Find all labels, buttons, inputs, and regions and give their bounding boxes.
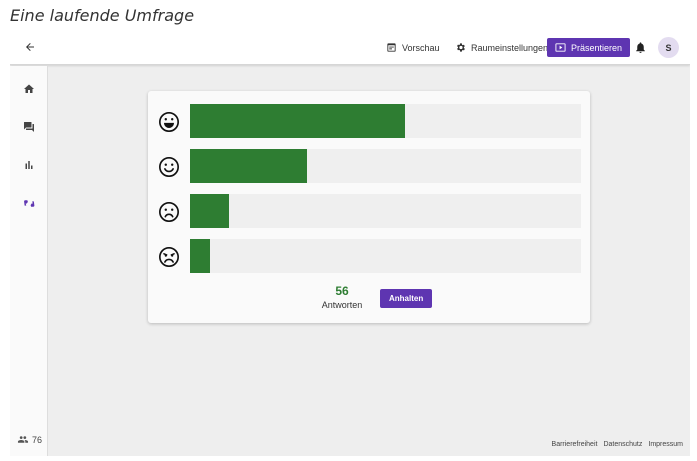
result-track <box>190 194 581 228</box>
very-happy-face-icon <box>159 112 179 132</box>
present-icon <box>555 43 566 52</box>
result-track <box>190 239 581 273</box>
room-settings-label: Raumeinstellungen <box>471 42 549 53</box>
sidebar-item-chat[interactable] <box>22 120 36 134</box>
accessibility-link[interactable]: Barrierefreiheit <box>551 441 598 448</box>
room-settings-button[interactable]: Raumeinstellungen <box>455 38 548 57</box>
answer-count: 56 <box>335 284 349 298</box>
online-users-count: 76 <box>32 434 43 445</box>
chat-icon <box>24 122 34 132</box>
sidebar-item-feedback[interactable] <box>22 196 36 210</box>
sidebar-item-home[interactable] <box>22 82 36 96</box>
preview-label: Vorschau <box>402 42 440 53</box>
footer-links: Barrierefreiheit Datenschutz Impressum <box>552 441 683 448</box>
top-bar: Vorschau Raumeinstellungen Präsentieren … <box>10 30 690 65</box>
feedback-icon <box>23 199 34 207</box>
very-unhappy-face-icon <box>159 247 179 267</box>
gear-icon <box>457 43 465 52</box>
happy-face-icon <box>159 157 179 177</box>
result-bar <box>190 149 308 183</box>
notifications-button[interactable] <box>634 41 648 55</box>
people-icon <box>17 436 29 443</box>
present-button[interactable]: Präsentieren <box>547 38 631 57</box>
present-label: Präsentieren <box>571 42 623 53</box>
result-bar <box>190 104 406 138</box>
bar-chart-icon <box>25 161 33 169</box>
back-button[interactable] <box>22 39 38 55</box>
caption: Eine laufende Umfrage <box>10 6 195 25</box>
answer-count-label: Antworten <box>321 300 363 310</box>
result-track <box>190 104 581 138</box>
sidebar-item-statistics[interactable] <box>22 158 36 172</box>
result-track <box>190 149 581 183</box>
unhappy-face-icon <box>159 202 179 222</box>
privacy-link[interactable]: Datenschutz <box>603 441 643 448</box>
app-window: Vorschau Raumeinstellungen Präsentieren … <box>10 30 690 456</box>
result-row-very-unhappy <box>148 239 590 273</box>
stop-survey-button[interactable]: Anhalten <box>380 289 433 308</box>
survey-results-card: 56 Antworten Anhalten <box>148 91 590 323</box>
online-users: 76 <box>16 434 42 445</box>
avatar[interactable]: S <box>658 37 679 58</box>
home-icon <box>24 84 34 93</box>
sidebar: 76 <box>10 66 48 456</box>
preview-icon <box>387 43 396 52</box>
result-bar <box>190 239 210 273</box>
arrow-back-icon <box>26 43 34 51</box>
imprint-link[interactable]: Impressum <box>648 441 683 448</box>
result-row-unhappy <box>148 194 590 228</box>
result-row-happy <box>148 149 590 183</box>
result-row-very-happy <box>148 104 590 138</box>
result-bar <box>190 194 230 228</box>
preview-button[interactable]: Vorschau <box>386 38 440 57</box>
bell-icon <box>636 42 645 53</box>
